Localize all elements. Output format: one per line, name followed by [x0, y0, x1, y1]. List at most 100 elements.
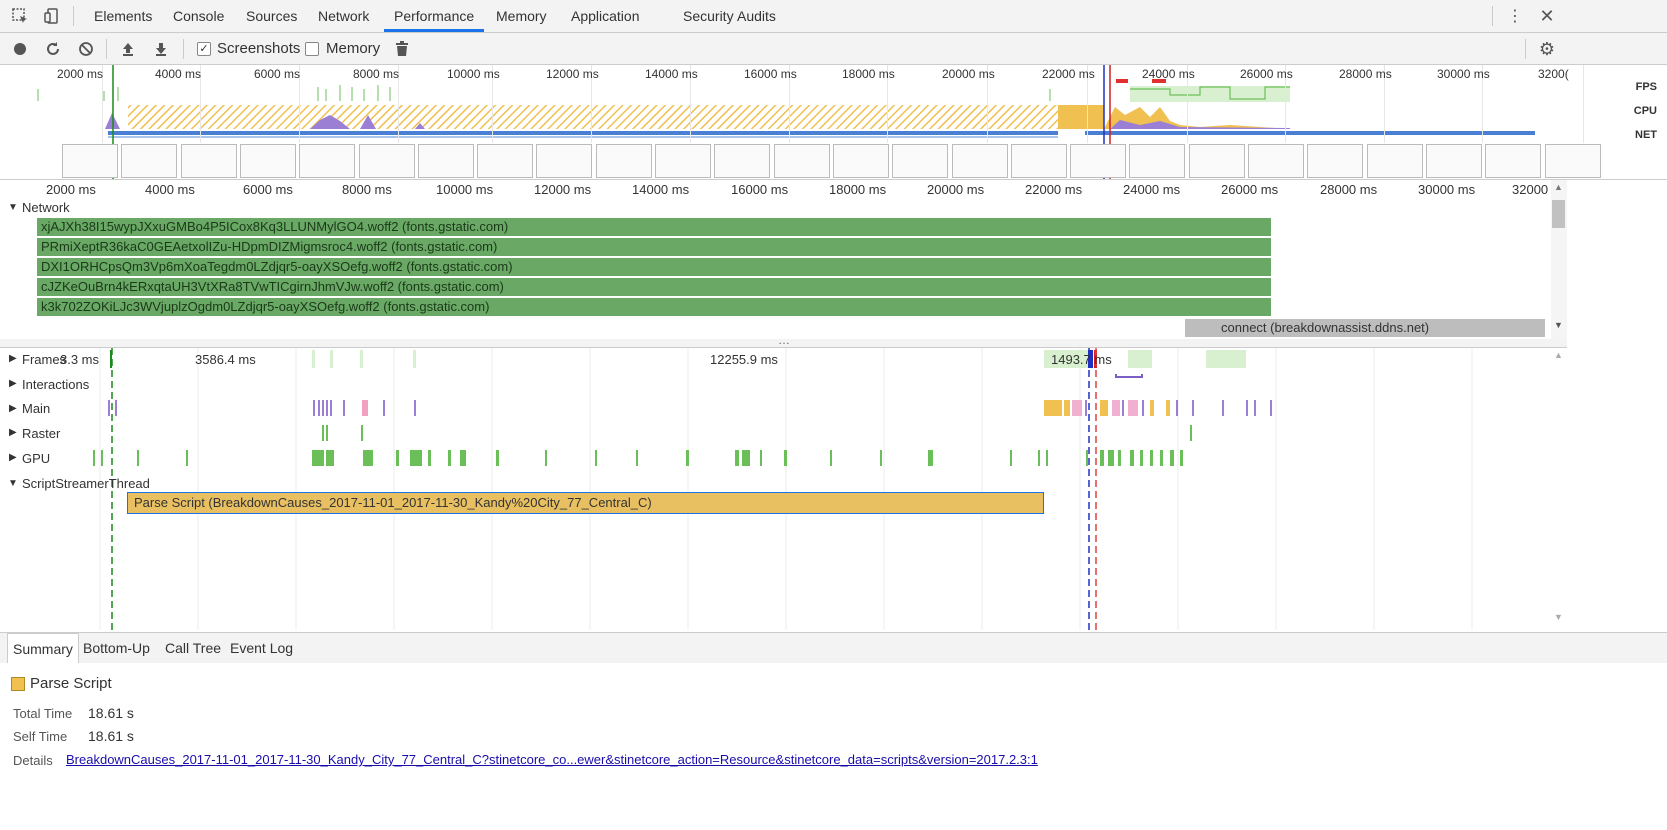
frame-duration[interactable]: 3586.4 ms — [195, 352, 256, 367]
screenshot-thumbnail[interactable] — [1188, 144, 1245, 178]
tab-application[interactable]: Application — [571, 8, 640, 24]
tab-audits[interactable]: Audits — [737, 8, 776, 24]
frame-duration[interactable]: 1493.7 ms — [1051, 352, 1112, 367]
parse-script-bar-label: Parse Script (BreakdownCauses_2017-11-01… — [134, 495, 652, 510]
screenshot-thumbnail[interactable] — [1485, 144, 1542, 178]
interactions-track-label[interactable]: Interactions — [22, 377, 90, 392]
tab-performance[interactable]: Performance — [384, 0, 485, 32]
tab-network[interactable]: Network — [318, 8, 370, 24]
screenshot-thumbnail[interactable] — [1010, 144, 1067, 178]
expand-triangle-icon[interactable]: ▶ — [9, 403, 17, 414]
screenshot-thumbnail[interactable] — [1425, 144, 1482, 178]
screenshot-thumbnail[interactable] — [417, 144, 474, 178]
screenshot-thumbnail[interactable] — [773, 144, 830, 178]
gpu-track-label[interactable]: GPU — [22, 451, 51, 466]
panel-splitter[interactable]: … — [0, 333, 1567, 348]
screenshot-thumbnail[interactable] — [358, 144, 415, 178]
tab-memory[interactable]: Memory — [496, 8, 547, 24]
network-request-bar[interactable]: cJZKeOuBrn4kERxqtaUH3VtXRa8TVwTICgirnJhm… — [37, 278, 1271, 296]
screenshot-thumbnail[interactable] — [595, 144, 652, 178]
scroll-down-icon[interactable]: ▼ — [1554, 320, 1563, 330]
raster-track-label[interactable]: Raster — [22, 426, 61, 441]
screenshot-thumbnail[interactable] — [1366, 144, 1423, 178]
screenshot-thumbnail[interactable] — [180, 144, 237, 178]
tracks-scrollbar[interactable]: ▲ ▼ — [1551, 348, 1567, 630]
network-request-bar[interactable]: xjAJXh38I15wypJXxuGMBo4P5ICox8Kq3LLUNMyl… — [37, 218, 1271, 236]
grid-line — [690, 65, 691, 143]
load-profile-icon[interactable] — [118, 39, 138, 59]
collapse-triangle-icon[interactable]: ▼ — [8, 478, 18, 489]
collapse-triangle-icon[interactable]: ▼ — [8, 202, 18, 213]
overview-tick-label: 14000 ms — [645, 67, 698, 81]
expand-triangle-icon[interactable]: ▶ — [9, 452, 17, 463]
save-profile-icon[interactable] — [151, 39, 171, 59]
screenshot-thumbnail[interactable] — [477, 144, 534, 178]
more-options-icon[interactable]: ⋮ — [1507, 8, 1523, 25]
ruler-tick-label: 2000 ms — [46, 182, 96, 197]
screenshots-checkbox[interactable]: ✓ — [197, 42, 211, 56]
record-button[interactable] — [10, 39, 30, 59]
devtools-tab-bar: Elements Console Sources Network Performance… — [0, 0, 1667, 33]
screenshot-thumbnail[interactable] — [1248, 144, 1304, 178]
trash-icon[interactable] — [392, 39, 412, 59]
tab-elements[interactable]: Elements — [94, 8, 153, 24]
scroll-up-icon[interactable]: ▲ — [1554, 350, 1563, 360]
parse-script-bar[interactable]: Parse Script (BreakdownCauses_2017-11-01… — [127, 492, 1044, 514]
screenshot-thumbnail[interactable] — [239, 144, 296, 178]
screenshot-thumbnail[interactable] — [832, 144, 889, 178]
memory-checkbox[interactable] — [305, 42, 319, 56]
tab-call-tree[interactable]: Call Tree — [165, 640, 222, 656]
screenshot-thumbnail[interactable] — [121, 144, 178, 178]
screenshot-thumbnail[interactable] — [951, 144, 1008, 178]
tab-event-log[interactable]: Event Log — [230, 640, 294, 656]
frames-track-label[interactable]: Frames — [22, 352, 67, 367]
details-source-link[interactable]: BreakdownCauses_2017-11-01_2017-11-30_Ka… — [66, 752, 1038, 767]
flamechart-area[interactable]: ▶ Frames 3.3 ms 3586.4 ms 12255.9 ms 149… — [0, 348, 1551, 630]
network-track-label[interactable]: Network — [22, 200, 70, 215]
main-track-label[interactable]: Main — [22, 401, 51, 416]
memory-label: Memory — [326, 40, 381, 57]
scroll-up-icon[interactable]: ▲ — [1554, 182, 1563, 192]
script-streamer-track-label[interactable]: ScriptStreamerThread — [22, 476, 150, 491]
net-label: NET — [1635, 129, 1657, 141]
screenshot-thumbnail[interactable] — [1307, 144, 1364, 178]
network-scrollbar[interactable]: ▲ ▼ — [1551, 180, 1567, 339]
grid-line — [1384, 65, 1385, 143]
network-request-bar[interactable]: k3k702ZOKiLJc3WVjuplzOgdm0LZdjqr5-oayXSO… — [37, 298, 1271, 316]
overview-tick-label: 6000 ms — [254, 67, 301, 81]
scrollbar-thumb[interactable] — [1552, 200, 1565, 228]
network-request-bar[interactable]: PRmiXeptR36kaC0GEAetxolIZu-HDpmDIZMigmsr… — [37, 238, 1271, 256]
screenshot-thumbnail[interactable] — [714, 144, 771, 178]
tab-summary[interactable]: Summary — [7, 633, 79, 664]
screenshot-thumbnail[interactable] — [1070, 144, 1127, 178]
overview-tick-label: 26000 ms — [1240, 67, 1293, 81]
frame-duration[interactable]: 3.3 ms — [60, 352, 100, 367]
screenshot-thumbnail[interactable] — [655, 144, 711, 178]
reload-record-button[interactable] — [43, 39, 63, 59]
tab-console[interactable]: Console — [173, 8, 225, 24]
device-toolbar-icon[interactable] — [42, 6, 62, 26]
screenshot-thumbnail[interactable] — [62, 144, 118, 178]
expand-triangle-icon[interactable]: ▶ — [9, 427, 17, 438]
screenshot-thumbnail[interactable] — [892, 144, 949, 178]
details-key: Details — [13, 753, 53, 768]
clear-icon[interactable] — [76, 39, 96, 59]
expand-triangle-icon[interactable]: ▶ — [9, 353, 17, 364]
connect-bar[interactable]: connect (breakdownassist.ddns.net) — [1185, 319, 1545, 337]
tab-sources[interactable]: Sources — [246, 8, 298, 24]
tab-bottom-up[interactable]: Bottom-Up — [83, 640, 150, 656]
scroll-down-icon[interactable]: ▼ — [1554, 612, 1563, 622]
inspect-element-icon[interactable] — [10, 6, 30, 26]
screenshot-thumbnail[interactable] — [1544, 144, 1601, 178]
tab-security[interactable]: Security — [683, 8, 734, 24]
ruler-tick-label: 30000 ms — [1418, 182, 1476, 197]
splitter-handle-icon[interactable]: … — [778, 333, 790, 347]
close-icon[interactable]: ✕ — [1539, 5, 1555, 26]
screenshot-thumbnail[interactable] — [299, 144, 356, 178]
frame-duration[interactable]: 12255.9 ms — [710, 352, 778, 367]
network-request-bar[interactable]: DXI1ORHCpsQm3Vp6mXoaTegdm0LZdjqr5-oayXSO… — [37, 258, 1271, 276]
screenshot-thumbnail[interactable] — [1129, 144, 1186, 178]
screenshot-thumbnail[interactable] — [536, 144, 593, 178]
settings-gear-icon[interactable]: ⚙ — [1538, 38, 1556, 59]
expand-triangle-icon[interactable]: ▶ — [9, 378, 17, 389]
